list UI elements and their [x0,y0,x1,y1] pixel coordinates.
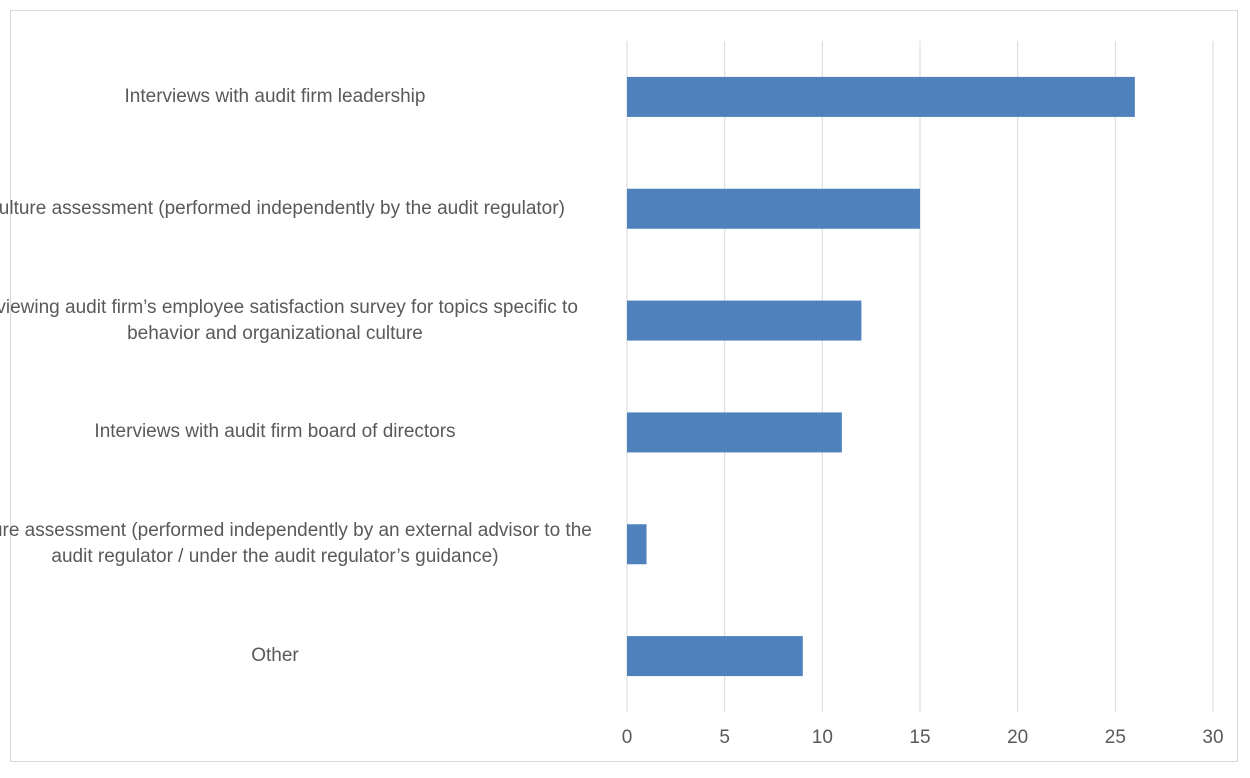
bar-1 [627,188,920,229]
x-tick-label: 0 [622,727,633,748]
category-label: Interviews with audit firm leadership [124,85,426,107]
category-label: Reviewing audit firm’s employee satisfac… [0,296,578,344]
category-label: Other [251,645,299,667]
chart-plot: 0 5 10 15 20 25 30 [622,41,1224,748]
category-label: Culture assessment (performed independen… [0,197,565,219]
x-tick-label: 25 [1105,727,1126,748]
bar-3 [627,412,842,453]
x-tick-label: 20 [1007,727,1028,748]
bar-5 [627,636,803,677]
bar-0 [627,76,1135,117]
bar-4 [627,524,647,565]
x-tick-label: 5 [719,727,730,748]
x-tick-label: 30 [1202,727,1223,748]
bar-2 [627,300,862,341]
category-label: Interviews with audit firm board of dire… [94,421,456,443]
category-label: Culture assessment (performed independen… [0,520,592,568]
x-tick-label: 10 [812,727,833,748]
chart-frame: 0 5 10 15 20 25 30 Interviews with audit firm … [0,10,1238,762]
x-tick-label: 15 [909,727,930,748]
